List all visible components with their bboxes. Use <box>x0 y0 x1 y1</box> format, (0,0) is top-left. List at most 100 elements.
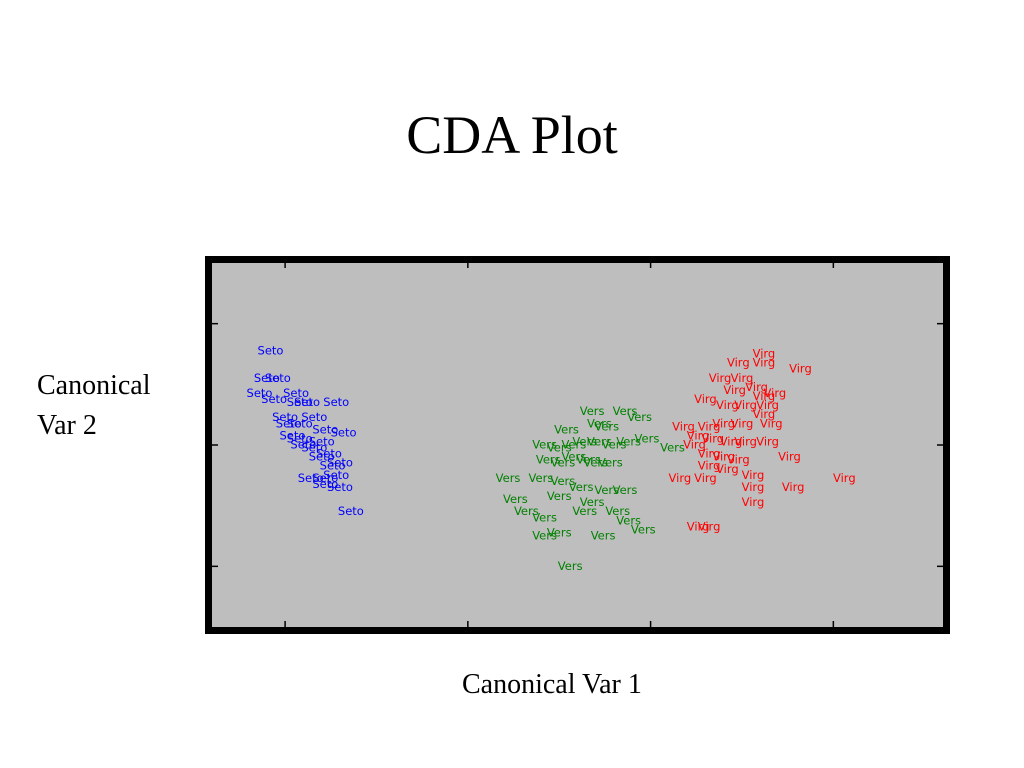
point-virg: Virg <box>753 407 776 421</box>
point-vers: Vers <box>613 404 638 418</box>
point-virg: Virg <box>833 471 856 485</box>
point-virg: Virg <box>727 356 750 370</box>
point-virg: Virg <box>778 450 801 464</box>
point-virg: Virg <box>698 447 721 461</box>
point-vers: Vers <box>547 441 572 455</box>
point-vers: Vers <box>496 471 521 485</box>
point-virg: Virg <box>720 434 743 448</box>
point-virg: Virg <box>683 438 706 452</box>
point-virg: Virg <box>745 380 768 394</box>
point-vers: Vers <box>532 438 557 452</box>
point-seto: Seto <box>331 425 357 439</box>
point-virg: Virg <box>701 431 724 445</box>
point-vers: Vers <box>602 438 627 452</box>
point-virg: Virg <box>709 371 732 385</box>
point-vers: Vers <box>594 419 619 433</box>
point-seto: Seto <box>287 395 313 409</box>
point-vers: Vers <box>550 456 575 470</box>
point-virg: Virg <box>712 416 735 430</box>
point-vers: Vers <box>616 513 641 527</box>
point-vers: Vers <box>598 456 623 470</box>
point-vers: Vers <box>580 404 605 418</box>
plot-frame: Seto Seto Seto Seto Seto Seto Seto Seto Seto Seto… <box>205 256 950 634</box>
point-seto: Seto <box>312 471 338 485</box>
point-virg: Virg <box>687 428 710 442</box>
point-vers: Vers <box>635 431 660 445</box>
point-seto: Seto <box>254 371 280 385</box>
point-seto: Seto <box>316 447 342 461</box>
point-virg: Virg <box>698 419 721 433</box>
point-vers: Vers <box>583 456 608 470</box>
point-seto: Seto <box>298 471 324 485</box>
point-virg: Virg <box>742 495 765 509</box>
point-virg: Virg <box>731 416 754 430</box>
y-axis-label-line-1: Canonical <box>37 370 151 401</box>
point-seto: Seto <box>338 504 364 518</box>
point-seto: Seto <box>323 395 349 409</box>
point-seto: Seto <box>327 456 353 470</box>
point-virg: Virg <box>756 398 779 412</box>
point-vers: Vers <box>587 434 612 448</box>
point-seto: Seto <box>309 450 335 464</box>
point-virg: Virg <box>723 383 746 397</box>
point-vers: Vers <box>514 504 539 518</box>
point-seto: Seto <box>247 386 273 400</box>
point-vers: Vers <box>554 422 579 436</box>
chart-title: CDA Plot <box>406 105 618 165</box>
point-vers: Vers <box>503 492 528 506</box>
point-seto: Seto <box>279 428 305 442</box>
point-vers: Vers <box>547 525 572 539</box>
point-virg: Virg <box>727 453 750 467</box>
point-vers: Vers <box>627 410 652 424</box>
point-virg: Virg <box>764 386 787 400</box>
point-vers: Vers <box>536 453 561 467</box>
point-virg: Virg <box>698 519 721 533</box>
point-vers: Vers <box>572 504 597 518</box>
point-virg: Virg <box>742 468 765 482</box>
point-seto: Seto <box>312 422 338 436</box>
point-seto: Seto <box>327 480 353 494</box>
point-virg: Virg <box>760 416 783 430</box>
point-virg: Virg <box>712 450 735 464</box>
point-virg: Virg <box>734 434 757 448</box>
point-vers: Vers <box>569 480 594 494</box>
point-seto: Seto <box>287 416 313 430</box>
point-seto: Seto <box>258 343 284 357</box>
point-seto: Seto <box>312 477 338 491</box>
point-virg: Virg <box>731 371 754 385</box>
point-vers: Vers <box>532 529 557 543</box>
point-vers: Vers <box>660 441 685 455</box>
point-virg: Virg <box>716 462 739 476</box>
point-virg: Virg <box>789 362 812 376</box>
point-virg: Virg <box>694 392 717 406</box>
y-axis-label-line-2: Var 2 <box>37 410 97 441</box>
point-vers: Vers <box>572 434 597 448</box>
point-seto: Seto <box>283 386 309 400</box>
point-virg: Virg <box>782 480 805 494</box>
point-vers: Vers <box>561 438 586 452</box>
point-vers: Vers <box>547 489 572 503</box>
point-seto: Seto <box>323 468 349 482</box>
point-virg: Virg <box>753 356 776 370</box>
point-virg: Virg <box>734 398 757 412</box>
point-vers: Vers <box>576 453 601 467</box>
point-seto: Seto <box>301 441 327 455</box>
point-virg: Virg <box>716 398 739 412</box>
point-seto: Seto <box>272 410 298 424</box>
point-virg: Virg <box>753 347 776 361</box>
point-virg: Virg <box>672 419 695 433</box>
x-axis-label: Canonical Var 1 <box>462 669 642 700</box>
point-vers: Vers <box>550 474 575 488</box>
point-vers: Vers <box>558 559 583 573</box>
point-virg: Virg <box>753 389 776 403</box>
point-vers: Vers <box>631 522 656 536</box>
point-virg: Virg <box>742 480 765 494</box>
plot-background <box>212 263 943 627</box>
point-seto: Seto <box>309 434 335 448</box>
point-vers: Vers <box>532 510 557 524</box>
point-virg: Virg <box>669 471 692 485</box>
point-seto: Seto <box>290 438 316 452</box>
point-virg: Virg <box>694 471 717 485</box>
point-virg: Virg <box>756 434 779 448</box>
